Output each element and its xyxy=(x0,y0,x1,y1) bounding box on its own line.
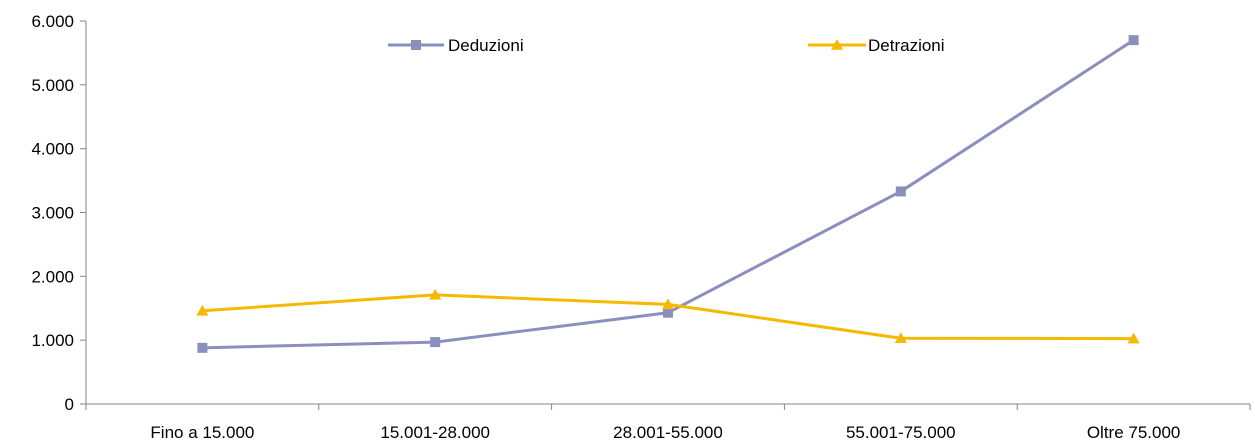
chart-series xyxy=(196,35,1140,353)
y-tick-label: 1.000 xyxy=(31,331,74,350)
series-detrazioni xyxy=(196,288,1140,344)
data-point-detrazioni xyxy=(1127,332,1140,344)
y-tick-label: 4.000 xyxy=(31,140,74,159)
data-point-deduzioni xyxy=(663,307,673,318)
x-tick-label: Fino a 15.000 xyxy=(150,423,254,442)
data-point-deduzioni xyxy=(895,186,906,197)
y-axis-ticks: 0 1.000 2.000 3.000 4.000 5.000 6.000 xyxy=(31,12,86,414)
legend-item-detrazioni: Detrazioni xyxy=(808,36,945,55)
legend-item-deduzioni: Deduzioni xyxy=(388,36,524,55)
data-point-detrazioni xyxy=(662,298,674,310)
x-tick-label: 15.001-28.000 xyxy=(380,423,490,442)
legend-marker-deduzioni xyxy=(411,40,421,50)
chart-legend: Deduzioni Detrazioni xyxy=(388,36,945,55)
y-tick-label: 6.000 xyxy=(31,12,74,31)
x-tick-label: 28.001-55.000 xyxy=(613,423,723,442)
x-axis-ticks: Fino a 15.000 15.001-28.000 28.001-55.000 5… xyxy=(85,404,1251,442)
x-tick-label: 55.001-75.000 xyxy=(846,423,956,442)
data-point-detrazioni xyxy=(429,288,442,300)
data-point-detrazioni xyxy=(894,332,907,344)
x-tick-label: Oltre 75.000 xyxy=(1087,423,1181,442)
data-point-deduzioni xyxy=(1128,35,1139,46)
y-tick-label: 3.000 xyxy=(31,204,74,223)
legend-marker-detrazioni xyxy=(831,39,843,50)
data-point-deduzioni xyxy=(197,342,208,353)
data-point-deduzioni xyxy=(430,337,441,348)
y-tick-label: 2.000 xyxy=(31,267,74,286)
y-tick-label: 0 xyxy=(65,395,74,414)
legend-label-detrazioni: Detrazioni xyxy=(868,36,945,55)
legend-label-deduzioni: Deduzioni xyxy=(448,36,524,55)
data-point-detrazioni xyxy=(196,304,209,316)
series-deduzioni xyxy=(197,35,1139,353)
y-tick-label: 5.000 xyxy=(31,76,74,95)
